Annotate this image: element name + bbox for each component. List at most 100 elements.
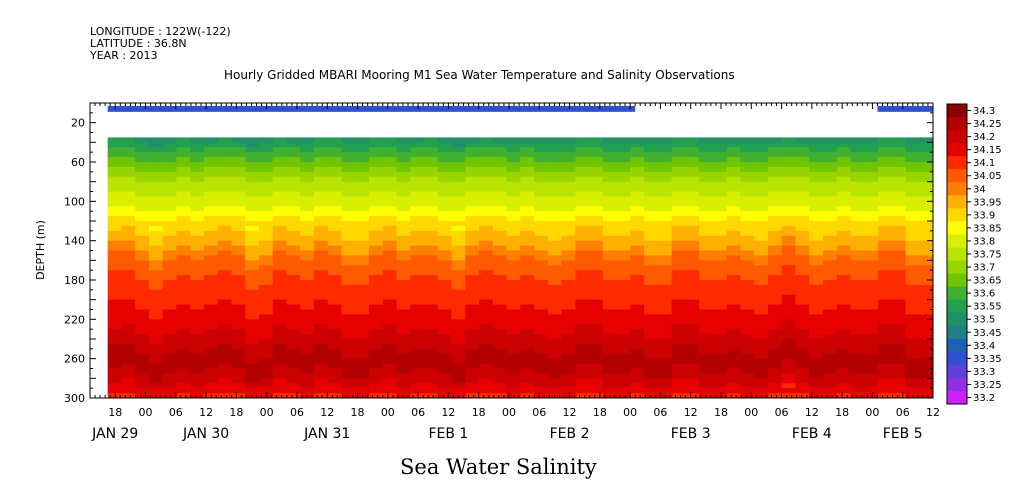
salinity-cell: [836, 388, 852, 394]
salinity-cell: [520, 211, 535, 217]
x-hour-label: 18: [229, 406, 243, 419]
salinity-cell: [300, 176, 315, 183]
salinity-cell: [685, 324, 700, 330]
salinity-cell: [602, 368, 618, 375]
salinity-cell: [341, 309, 356, 316]
salinity-cell: [135, 280, 150, 286]
salinity-cell: [699, 324, 714, 330]
salinity-cell: [451, 196, 466, 202]
salinity-cell: [327, 393, 343, 398]
salinity-cell: [602, 157, 618, 163]
salinity-cell: [121, 289, 136, 296]
chart-title: Hourly Gridded MBARI Mooring M1 Sea Wate…: [224, 68, 735, 82]
salinity-cell: [712, 373, 728, 379]
salinity-cell: [616, 260, 631, 266]
salinity-cell: [767, 196, 783, 202]
salinity-cell: [575, 289, 590, 296]
salinity-cell: [465, 358, 480, 365]
salinity-cell: [300, 181, 315, 188]
salinity-cell: [437, 329, 453, 335]
salinity-cell: [630, 284, 645, 291]
salinity-cell: [355, 191, 370, 198]
salinity-cell: [534, 235, 549, 242]
x-hour-label: 12: [684, 406, 698, 419]
salinity-cell: [382, 196, 398, 202]
salinity-cell: [864, 299, 879, 306]
salinity-cell: [809, 294, 824, 301]
salinity-cell: [217, 137, 233, 143]
salinity-cell: [245, 324, 260, 330]
salinity-cell: [369, 162, 384, 168]
salinity-cell: [905, 171, 920, 178]
salinity-cell: [671, 343, 686, 350]
salinity-cell: [176, 245, 191, 252]
salinity-cell: [754, 225, 769, 232]
salinity-cell: [630, 216, 645, 222]
salinity-cell: [410, 265, 425, 271]
salinity-cell: [135, 152, 150, 158]
salinity-cell: [781, 260, 797, 266]
salinity-cell: [754, 186, 769, 193]
salinity-cell: [465, 343, 480, 350]
salinity-cell: [355, 147, 370, 153]
salinity-cell: [657, 339, 673, 345]
salinity-cell: [602, 353, 618, 360]
salinity-cell: [465, 348, 480, 355]
salinity-cell: [162, 329, 178, 335]
salinity-cell: [314, 353, 329, 360]
salinity-cell: [451, 235, 466, 242]
salinity-cell: [534, 319, 549, 325]
salinity-cell: [286, 235, 301, 242]
x-hour-label: 12: [563, 406, 577, 419]
salinity-cell: [767, 225, 783, 232]
salinity-cell: [822, 260, 838, 266]
salinity-cell: [424, 270, 439, 276]
salinity-cell: [644, 339, 659, 345]
salinity-cell: [258, 304, 274, 311]
salinity-cell: [203, 294, 219, 301]
salinity-cell: [176, 284, 191, 291]
salinity-cell: [905, 280, 920, 286]
salinity-cell: [644, 368, 659, 375]
salinity-cell: [492, 142, 508, 148]
salinity-cell: [341, 186, 356, 193]
salinity-cell: [575, 255, 590, 261]
salinity-cell: [822, 142, 838, 148]
salinity-cell: [437, 166, 453, 173]
salinity-cell: [424, 319, 439, 325]
salinity-cell: [891, 181, 907, 188]
salinity-cell: [534, 181, 549, 188]
salinity-cell: [245, 235, 260, 242]
salinity-cell: [162, 334, 178, 340]
salinity-cell: [451, 378, 466, 384]
salinity-cell: [300, 314, 315, 320]
salinity-cell: [864, 235, 879, 242]
salinity-cell: [217, 270, 233, 276]
salinity-cell: [355, 334, 370, 340]
salinity-cell: [712, 152, 728, 158]
salinity-cell: [479, 221, 494, 227]
salinity-cell: [286, 201, 301, 207]
salinity-cell: [740, 201, 755, 207]
salinity-cell: [162, 309, 178, 316]
salinity-cell: [616, 304, 631, 311]
salinity-cell: [451, 206, 466, 212]
salinity-cell: [121, 383, 136, 389]
salinity-cell: [616, 329, 631, 335]
salinity-cell: [781, 211, 797, 217]
salinity-cell: [355, 343, 370, 350]
salinity-cell: [286, 270, 301, 276]
salinity-cell: [575, 275, 590, 281]
salinity-cell: [272, 265, 288, 271]
salinity-cell: [561, 294, 576, 301]
salinity-cell: [135, 304, 150, 311]
salinity-cell: [547, 294, 563, 301]
salinity-cell: [327, 334, 343, 340]
salinity-cell: [630, 196, 645, 202]
salinity-cell: [891, 206, 907, 212]
salinity-cell: [451, 260, 466, 266]
salinity-cell: [836, 334, 852, 340]
salinity-cell: [314, 368, 329, 375]
salinity-cell: [245, 348, 260, 355]
salinity-cell: [382, 393, 398, 398]
